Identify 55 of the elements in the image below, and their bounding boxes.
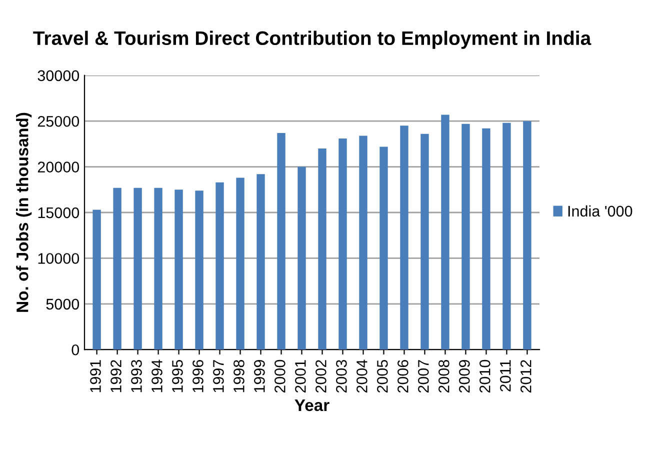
x-tick-label: 2012	[520, 360, 532, 393]
x-tick-label: 2002	[316, 360, 326, 393]
x-tick-label: 2005	[377, 360, 388, 393]
x-tick-label: 2003	[336, 360, 347, 393]
chart-title: Travel & Tourism Direct Contribution to Employment in India	[33, 30, 592, 49]
bar	[236, 178, 244, 350]
x-tick-label: 2000	[274, 360, 286, 393]
x-tick-label: 1996	[192, 360, 204, 392]
y-tick-label: 0	[72, 344, 80, 356]
x-tick-label: 2004	[356, 360, 368, 393]
x-tick-label: 2008	[438, 360, 450, 393]
bar	[92, 210, 101, 350]
bar	[277, 132, 286, 350]
bar	[482, 128, 490, 350]
y-axis-title: No. of Jobs (in thousand)	[16, 112, 32, 312]
x-tick-label: 1995	[172, 360, 183, 392]
x-tick-label: 1993	[131, 360, 142, 392]
bar	[134, 188, 142, 350]
bar	[441, 114, 450, 350]
y-tick-label: 30000	[38, 70, 80, 82]
bar	[113, 188, 122, 350]
x-tick-label: 2007	[418, 360, 429, 393]
bar	[359, 136, 368, 350]
bar	[338, 138, 347, 350]
bar	[195, 190, 204, 350]
x-tick-label: 1998	[234, 360, 244, 392]
x-tick-label: 1994	[152, 360, 162, 392]
y-tick-label: 15000	[38, 207, 80, 218]
x-tick-label: 1999	[254, 360, 265, 392]
bar	[298, 166, 306, 350]
bar	[380, 146, 388, 350]
y-tick-label: 10000	[38, 253, 80, 264]
bar	[216, 182, 224, 350]
bar	[502, 122, 511, 350]
y-tick-label: 25000	[38, 116, 80, 127]
x-tick-label: 2009	[459, 360, 470, 393]
y-tick-label: 20000	[38, 162, 80, 172]
bar	[420, 134, 429, 350]
x-tick-label: 1991	[90, 360, 101, 392]
bar	[154, 188, 162, 350]
bar	[174, 190, 183, 350]
bar	[256, 174, 265, 350]
x-tick-label: 1997	[213, 360, 224, 392]
x-axis-title: Year	[294, 399, 330, 412]
bar	[318, 148, 326, 350]
x-tick-label: 2001	[295, 360, 306, 393]
x-tick-label: 2006	[398, 360, 408, 393]
bar	[400, 126, 408, 350]
x-tick-label: 1992	[110, 360, 122, 392]
x-tick-label: 2011	[500, 360, 511, 392]
x-tick-label: 2010	[479, 360, 490, 393]
legend-label: India '000	[568, 205, 632, 217]
bar	[462, 124, 470, 350]
y-tick-label: 5000	[46, 298, 80, 310]
bar	[523, 121, 532, 350]
